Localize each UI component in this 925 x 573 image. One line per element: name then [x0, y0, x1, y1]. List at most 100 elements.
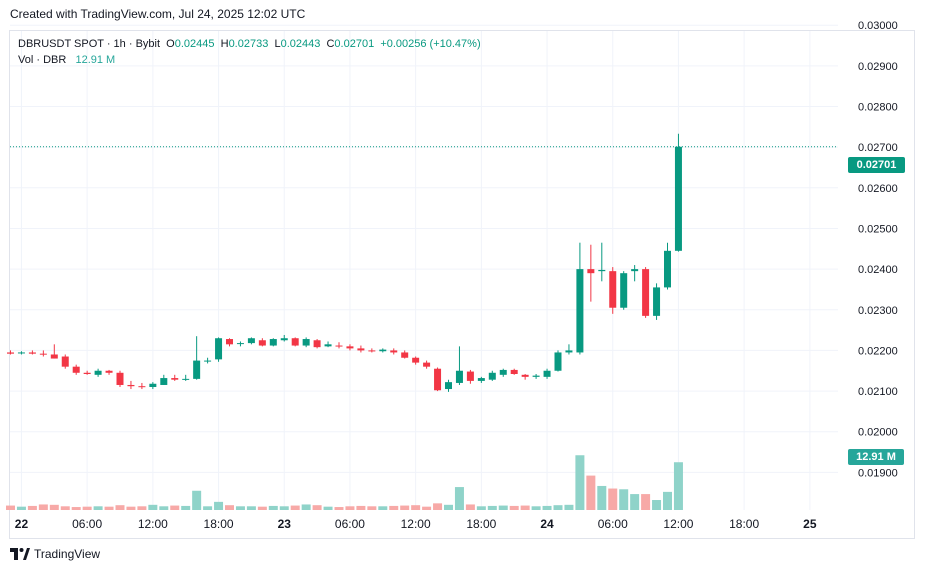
- tradingview-brand[interactable]: TradingView: [34, 547, 101, 561]
- candle-body: [631, 269, 639, 272]
- open-value: 0.02445: [174, 38, 215, 50]
- candle-body: [423, 362, 431, 367]
- time-tick-label: 18:00: [466, 517, 496, 531]
- volume-bar: [323, 506, 333, 510]
- price-tick-label: 0.02000: [858, 427, 898, 439]
- volume-bar: [312, 505, 322, 510]
- volume-bar: [465, 504, 475, 510]
- volume-bar: [476, 506, 486, 510]
- volume-bar: [597, 485, 607, 510]
- time-tick-label: 06:00: [335, 517, 365, 531]
- price-tick-label: 0.01900: [858, 467, 898, 479]
- volume-bar: [433, 503, 443, 510]
- open-label: O: [166, 38, 175, 50]
- last-volume-tag: 12.91 M: [848, 449, 904, 465]
- price-tick-label: 0.02200: [858, 345, 898, 357]
- volume-bar: [148, 504, 158, 510]
- tradingview-logo-icon[interactable]: [10, 548, 30, 560]
- price-tick-label: 0.02900: [858, 61, 898, 73]
- time-tick-label: 06:00: [598, 517, 628, 531]
- candle-body: [466, 371, 474, 381]
- volume-bar: [641, 494, 651, 510]
- volume-bar: [181, 505, 191, 510]
- candle-body: [543, 370, 551, 377]
- candle-body: [434, 368, 442, 391]
- candle-body: [149, 383, 157, 388]
- volume-bar: [389, 505, 399, 510]
- candle-body: [565, 350, 573, 353]
- candle-body: [532, 375, 540, 377]
- candle-body: [258, 340, 266, 346]
- price-axis: 0.01900 0.02000 0.02100 0.02200 0.02300 0.024…: [858, 20, 898, 479]
- price-tick-label: 0.02600: [858, 183, 898, 195]
- candle-body: [313, 340, 321, 348]
- volume-bar: [301, 504, 311, 510]
- high-label: H: [220, 38, 229, 50]
- candle-body: [171, 378, 179, 380]
- volume-bar: [159, 506, 169, 510]
- candle-body: [488, 372, 496, 380]
- candle-body: [587, 269, 595, 274]
- candlesticks: [7, 133, 682, 392]
- volume-bar: [630, 494, 640, 510]
- candle-body: [554, 352, 562, 371]
- candle-body: [116, 372, 124, 385]
- candle-body: [83, 372, 91, 374]
- candle-body: [674, 146, 682, 251]
- time-tick-label: 12:00: [138, 517, 168, 531]
- candle-body: [620, 273, 628, 308]
- price-tick-label: 0.02500: [858, 223, 898, 235]
- candle-body: [291, 338, 299, 346]
- volume-label[interactable]: Vol · DBR: [18, 54, 67, 66]
- low-value: 0.02443: [280, 38, 321, 50]
- volume-bar: [27, 505, 37, 510]
- volume-bar: [411, 505, 421, 510]
- candle-body: [215, 338, 223, 360]
- candle-body: [236, 343, 244, 345]
- candle-body: [477, 378, 485, 381]
- candle-body: [50, 354, 58, 359]
- candle-body: [193, 360, 201, 379]
- price-tick-label: 0.03000: [858, 20, 898, 32]
- volume-bar: [575, 455, 585, 510]
- volume-bar: [454, 487, 464, 510]
- volume-bar: [126, 506, 136, 510]
- candle-body: [61, 356, 69, 367]
- volume-bar: [214, 501, 224, 510]
- symbol-label[interactable]: DBRUSDT SPOT · 1h · Bybit: [18, 38, 161, 50]
- candle-body: [39, 353, 47, 355]
- candle-body: [412, 357, 420, 363]
- volume-bar: [663, 491, 672, 510]
- candle-body: [379, 349, 387, 352]
- candle-body: [664, 250, 671, 288]
- created-with-text: Created with TradingView.com, Jul 24, 20…: [10, 7, 306, 21]
- volume-bar: [400, 505, 410, 510]
- close-value: 0.02701: [334, 38, 375, 50]
- high-value: 0.02733: [228, 38, 269, 50]
- candle-body: [226, 339, 233, 345]
- volume-bar: [564, 504, 574, 510]
- volume-bar: [334, 507, 344, 510]
- candle-body: [335, 345, 343, 347]
- volume-bar: [422, 506, 432, 510]
- chart-frame: [9, 30, 915, 539]
- volume-bar: [71, 507, 81, 510]
- volume-bar: [553, 505, 563, 510]
- candle-body: [390, 350, 398, 353]
- time-tick-label: 12:00: [401, 517, 431, 531]
- candle-body: [28, 352, 36, 354]
- volume-bar: [367, 506, 377, 510]
- time-tick-label: 18:00: [204, 517, 234, 531]
- candle-body: [598, 269, 606, 272]
- candle-body: [204, 360, 212, 362]
- volume-bar: [137, 506, 147, 510]
- candle-body: [127, 384, 135, 387]
- volume-bar: [279, 506, 289, 510]
- volume-bar: [246, 506, 256, 510]
- candle-body: [609, 271, 617, 308]
- candle-body: [138, 386, 146, 388]
- volume-bar: [608, 488, 618, 510]
- candle-body: [280, 338, 288, 341]
- volume-bar: [487, 505, 497, 510]
